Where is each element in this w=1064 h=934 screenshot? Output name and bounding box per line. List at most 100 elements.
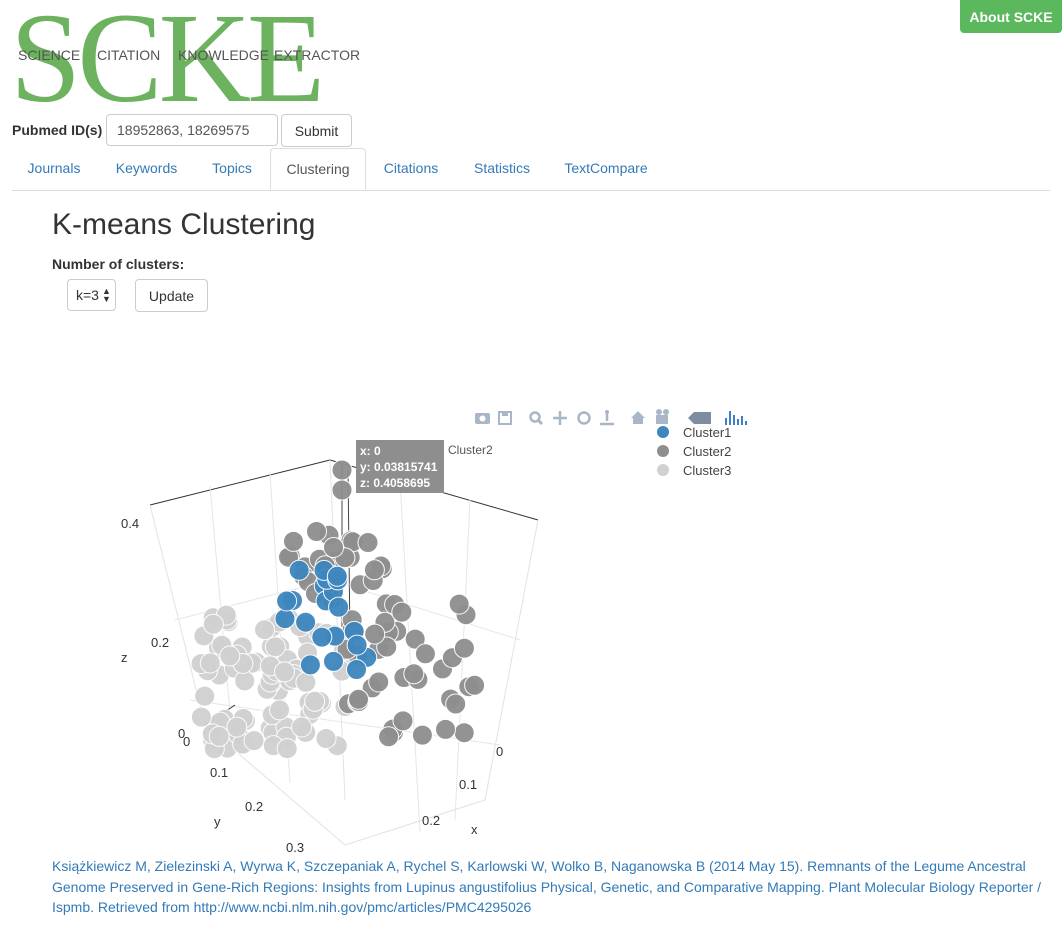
tab-keywords[interactable]: Keywords bbox=[115, 160, 178, 176]
data-point-cluster2[interactable] bbox=[411, 724, 433, 746]
update-button[interactable]: Update bbox=[135, 279, 208, 312]
data-point-cluster2[interactable] bbox=[404, 628, 426, 650]
tab-statistics[interactable]: Statistics bbox=[473, 160, 530, 176]
save-icon[interactable] bbox=[498, 411, 512, 425]
data-point-cluster3[interactable] bbox=[291, 716, 313, 738]
data-point-cluster2[interactable] bbox=[363, 559, 385, 581]
x-axis-label: x bbox=[471, 822, 478, 837]
tab-citations[interactable]: Citations bbox=[383, 160, 439, 176]
clusters-select[interactable]: k=3 ▲ ▼ bbox=[67, 279, 116, 311]
data-point-cluster2[interactable] bbox=[378, 726, 400, 748]
data-point-cluster2[interactable] bbox=[306, 521, 327, 542]
turntable-icon[interactable] bbox=[600, 410, 614, 426]
tab-textcompare[interactable]: TextCompare bbox=[564, 160, 648, 176]
data-point-cluster1[interactable] bbox=[295, 611, 317, 633]
tab-bar: Journals Keywords Topics Clustering Cita… bbox=[12, 148, 1050, 191]
data-point-cluster2[interactable] bbox=[392, 710, 414, 732]
data-point-cluster2[interactable] bbox=[283, 530, 304, 552]
y-tick-0.1: 0.1 bbox=[210, 765, 228, 780]
pan-icon[interactable] bbox=[553, 411, 567, 425]
data-point-cluster2[interactable] bbox=[364, 623, 386, 645]
camera-icon[interactable] bbox=[475, 413, 490, 424]
scatter-points bbox=[190, 459, 486, 760]
data-point-cluster2[interactable] bbox=[368, 671, 390, 693]
about-button[interactable]: About SCKE bbox=[960, 0, 1062, 33]
zoom-icon[interactable] bbox=[529, 411, 544, 426]
pubmed-input[interactable] bbox=[106, 114, 278, 146]
updown-arrows-icon: ▲ ▼ bbox=[101, 286, 111, 304]
cluster-3d-scatter[interactable]: Cluster1 Cluster2 Cluster3 0 bbox=[0, 400, 780, 860]
data-point-cluster1[interactable] bbox=[346, 659, 367, 680]
data-point-cluster3[interactable] bbox=[315, 728, 337, 749]
logo-word-citation: CITATION bbox=[97, 47, 161, 63]
logo-word-science: SCIENCE bbox=[18, 47, 81, 63]
data-point-cluster2[interactable] bbox=[331, 479, 353, 501]
reset-camera-icon[interactable] bbox=[656, 409, 669, 424]
submit-button[interactable]: Submit bbox=[281, 114, 352, 147]
legend-item-cluster3[interactable]: Cluster3 bbox=[657, 463, 731, 478]
plotly-logo-icon[interactable] bbox=[725, 411, 747, 425]
z-axis-label: z bbox=[121, 650, 128, 665]
tab-clustering[interactable]: Clustering bbox=[270, 148, 366, 190]
data-point-cluster2[interactable] bbox=[357, 532, 379, 553]
data-point-cluster3[interactable] bbox=[276, 738, 298, 760]
data-point-cluster1[interactable] bbox=[326, 565, 348, 587]
legend-marker-cluster2 bbox=[657, 445, 669, 457]
legend-item-cluster2[interactable]: Cluster2 bbox=[657, 444, 731, 459]
data-point-cluster3[interactable] bbox=[243, 730, 265, 752]
data-point-cluster3[interactable] bbox=[304, 690, 326, 712]
data-point-cluster1[interactable] bbox=[288, 559, 310, 581]
data-point-cluster1[interactable] bbox=[328, 596, 350, 618]
data-point-cluster2[interactable] bbox=[403, 663, 425, 685]
y-tick-0: 0 bbox=[183, 734, 190, 749]
data-point-cluster2[interactable] bbox=[323, 537, 344, 558]
legend-item-cluster1[interactable]: Cluster1 bbox=[657, 425, 731, 440]
data-point-cluster2[interactable] bbox=[445, 693, 467, 715]
data-point-cluster2[interactable] bbox=[448, 593, 470, 615]
legend-label-cluster2: Cluster2 bbox=[683, 444, 731, 459]
data-point-cluster3[interactable] bbox=[254, 619, 275, 641]
tab-journals[interactable]: Journals bbox=[27, 160, 81, 176]
legend-marker-cluster1 bbox=[657, 426, 669, 438]
data-point-cluster3[interactable] bbox=[264, 636, 286, 658]
data-point-cluster3[interactable] bbox=[202, 613, 224, 635]
orbit-icon[interactable] bbox=[577, 411, 591, 425]
clusters-label: Number of clusters: bbox=[52, 256, 185, 272]
z-tick-0: 0 bbox=[178, 726, 185, 741]
data-point-cluster3[interactable] bbox=[269, 699, 291, 721]
data-point-cluster2[interactable] bbox=[348, 688, 369, 710]
data-point-cluster1[interactable] bbox=[276, 590, 298, 612]
data-point-cluster2[interactable] bbox=[331, 459, 353, 481]
data-point-cluster2[interactable] bbox=[453, 722, 475, 744]
x-tick-0.2: 0.2 bbox=[422, 813, 440, 828]
data-point-cluster3[interactable] bbox=[219, 645, 241, 667]
data-point-cluster1[interactable] bbox=[311, 626, 333, 648]
data-point-cluster3[interactable] bbox=[234, 670, 256, 692]
tab-topics[interactable]: Topics bbox=[212, 160, 252, 176]
data-point-cluster3[interactable] bbox=[226, 716, 248, 738]
data-point-cluster2[interactable] bbox=[414, 643, 436, 665]
home-icon[interactable] bbox=[631, 411, 645, 424]
data-point-cluster2[interactable] bbox=[376, 636, 398, 658]
data-point-cluster1[interactable] bbox=[299, 654, 321, 676]
logo-letters: SCKE bbox=[10, 0, 325, 129]
data-point-cluster3[interactable] bbox=[274, 661, 295, 683]
logo-word-knowledge: KNOWLEDGE bbox=[178, 47, 270, 63]
data-point-cluster3[interactable] bbox=[199, 652, 221, 674]
x-tick-0.1: 0.1 bbox=[459, 777, 477, 792]
citation-link[interactable]: Książkiewicz M, Zielezinski A, Wyrwa K, … bbox=[52, 858, 1042, 915]
data-point-cluster1[interactable] bbox=[323, 650, 344, 672]
data-point-cluster3[interactable] bbox=[208, 725, 230, 747]
x-tick-0: 0 bbox=[496, 744, 503, 759]
data-point-cluster1[interactable] bbox=[346, 634, 368, 656]
scke-logo: SCKE SCIENCE CITATION KNOWLEDGE EXTRACTO… bbox=[10, 0, 360, 122]
data-point-cluster2[interactable] bbox=[391, 601, 413, 623]
data-point-cluster3[interactable] bbox=[194, 685, 216, 707]
data-point-cluster1[interactable] bbox=[274, 608, 296, 630]
data-point-cluster2[interactable] bbox=[435, 718, 456, 740]
data-point-cluster3[interactable] bbox=[190, 706, 212, 728]
data-point-cluster2[interactable] bbox=[453, 637, 475, 659]
hover-icon[interactable] bbox=[688, 412, 711, 424]
data-point-cluster3[interactable] bbox=[295, 671, 317, 693]
data-point-cluster2[interactable] bbox=[464, 674, 486, 696]
